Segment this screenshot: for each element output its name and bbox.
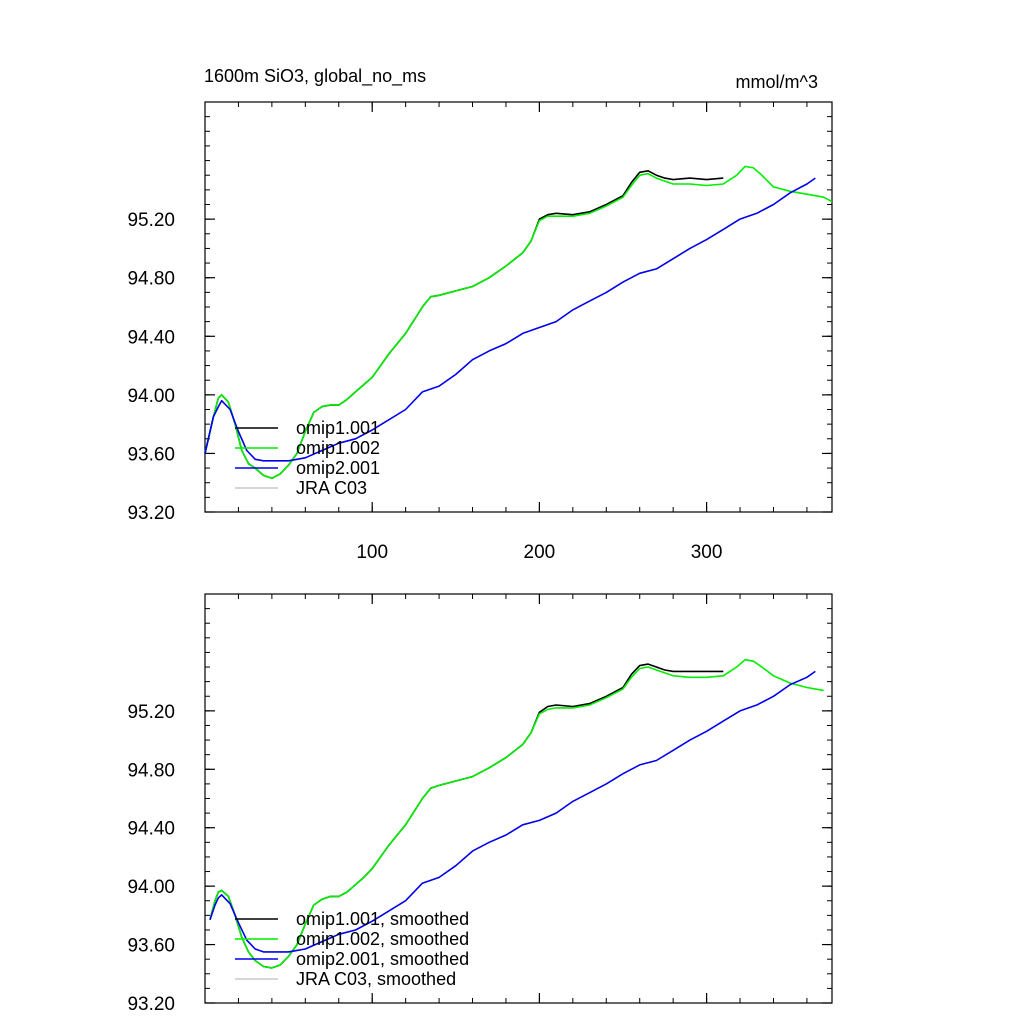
y-tick-label: 95.20 bbox=[127, 702, 175, 723]
y-tick-label: 93.60 bbox=[127, 936, 175, 957]
chart-title: 1600m SiO3, global_no_ms bbox=[204, 66, 426, 87]
y-tick-label: 95.20 bbox=[127, 210, 175, 231]
legend-label: omip1.001 bbox=[296, 418, 380, 438]
series-line bbox=[204, 165, 833, 480]
y-tick-label: 93.20 bbox=[127, 994, 175, 1015]
legend-label: omip2.001 bbox=[296, 458, 380, 478]
y-tick-label: 94.40 bbox=[127, 327, 175, 348]
units-label: mmol/m^3 bbox=[736, 72, 818, 92]
top-panel: 93.20 93.60 94.00 94.40 94.80 95.20 100 200 300 o… bbox=[127, 101, 833, 563]
x-tick-label: 300 bbox=[691, 542, 723, 563]
y-tick-label: 94.00 bbox=[127, 877, 175, 898]
y-tick-label: 94.80 bbox=[127, 760, 175, 781]
x-tick-label: 200 bbox=[524, 542, 556, 563]
series-line bbox=[209, 670, 816, 953]
series-line bbox=[209, 658, 824, 969]
legend-label: omip1.001, smoothed bbox=[296, 909, 469, 929]
legend-label: JRA C03 bbox=[296, 478, 367, 498]
legend-label: omip1.002 bbox=[296, 438, 380, 458]
y-tick-label: 93.60 bbox=[127, 444, 175, 465]
y-tick-label: 94.00 bbox=[127, 386, 175, 407]
series-line bbox=[204, 177, 816, 462]
x-tick-label: 100 bbox=[356, 542, 388, 563]
legend-label: omip2.001, smoothed bbox=[296, 949, 469, 969]
y-tick-label: 94.40 bbox=[127, 819, 175, 840]
y-tick-label: 93.20 bbox=[127, 503, 175, 524]
legend-label: omip1.002, smoothed bbox=[296, 929, 469, 949]
y-tick-label: 94.80 bbox=[127, 269, 175, 290]
bottom-panel: 93.20 93.60 94.00 94.40 94.80 95.20 omip1.001,… bbox=[127, 593, 833, 1015]
legend-label: JRA C03, smoothed bbox=[296, 969, 456, 989]
